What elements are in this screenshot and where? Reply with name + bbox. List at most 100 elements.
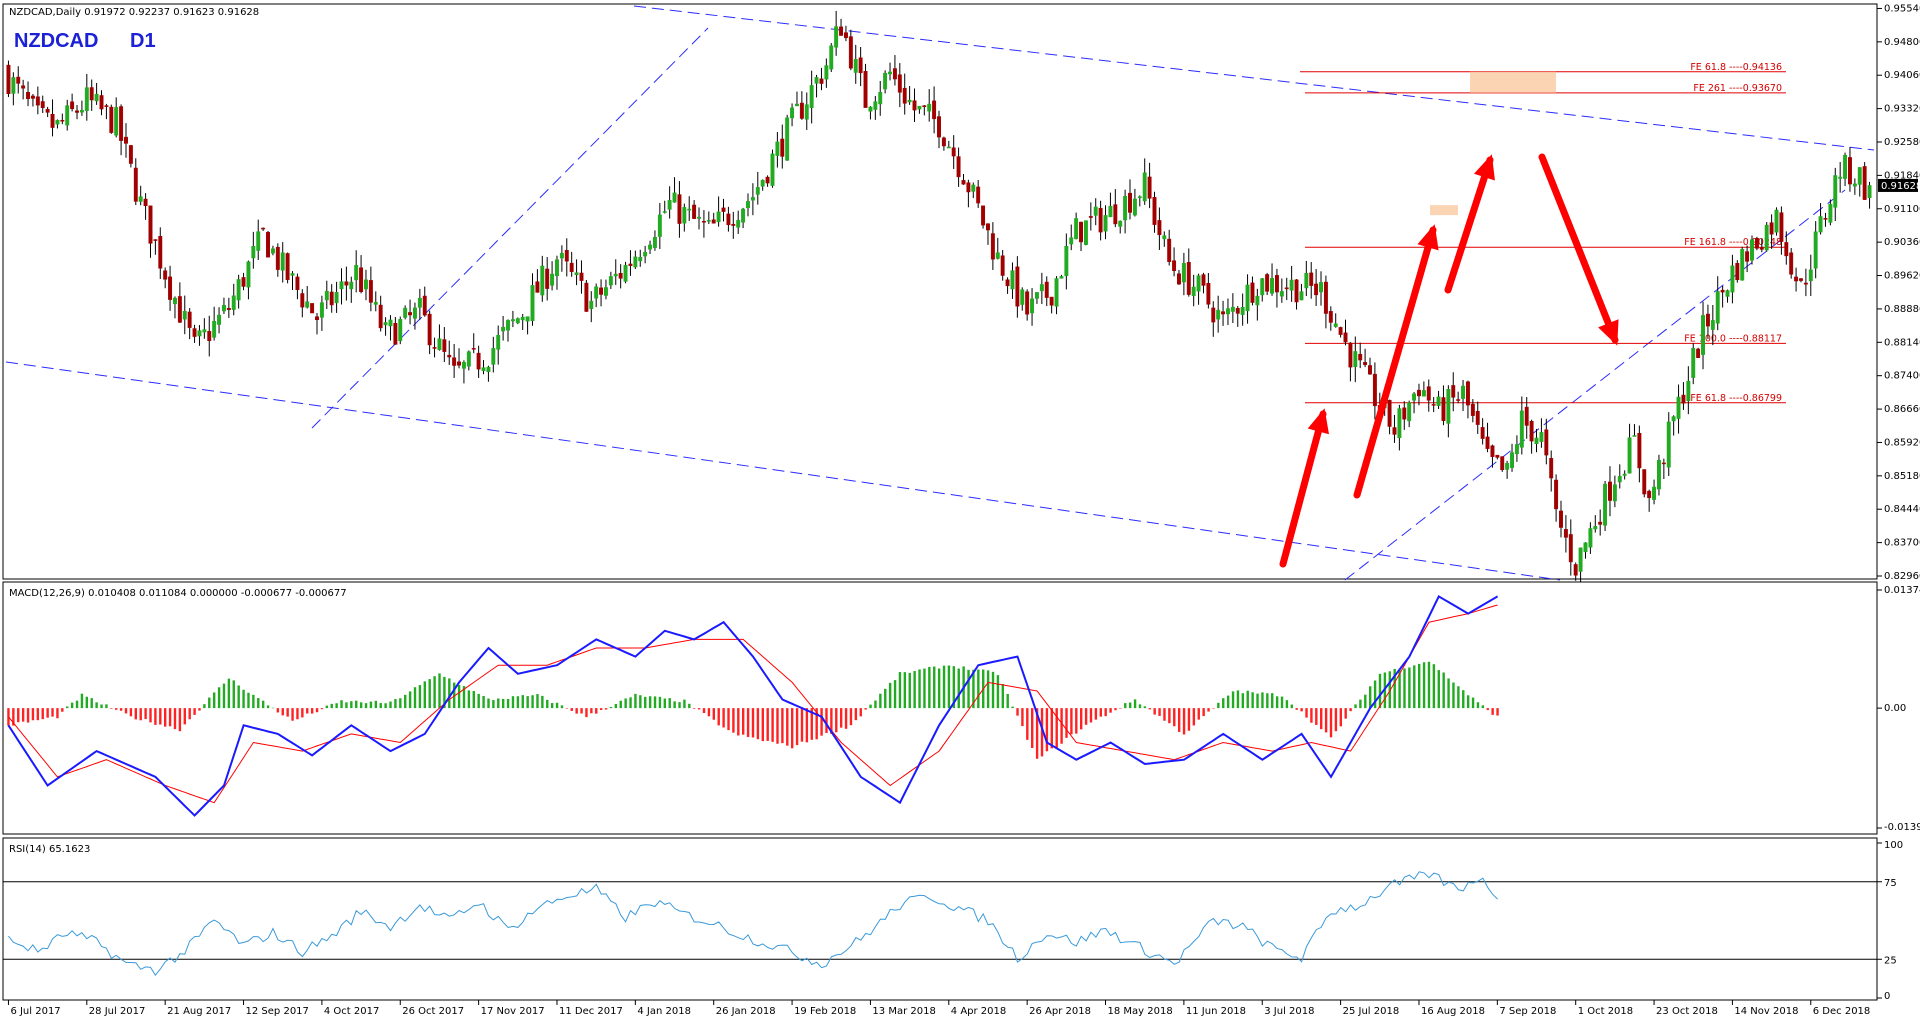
candle xyxy=(1588,522,1593,554)
time-tick-label: 14 Nov 2018 xyxy=(1734,1006,1798,1017)
fib-level-label: FE 261 ----0.93670 xyxy=(1693,83,1782,94)
macd-bar xyxy=(227,678,231,709)
macd-bar xyxy=(100,704,103,709)
macd-bar xyxy=(1236,690,1240,709)
rsi-tick-label: 100 xyxy=(1884,840,1903,851)
timeframe-label: D1 xyxy=(130,30,156,52)
candle xyxy=(1828,199,1833,226)
candle xyxy=(652,230,657,251)
macd-pane: MACD(12,26,9) 0.010408 0.011084 0.000000… xyxy=(2,581,1878,835)
candle xyxy=(21,79,26,100)
macd-bar xyxy=(575,708,578,714)
candle xyxy=(373,291,378,312)
macd-bar xyxy=(1457,686,1460,709)
candle xyxy=(946,140,951,149)
macd-bar xyxy=(1222,698,1225,709)
macd-bar xyxy=(1320,708,1323,730)
fib-level: FE 100.0 ----0.88117 xyxy=(1305,333,1786,344)
macd-bar xyxy=(443,676,446,709)
candle xyxy=(1867,181,1872,209)
candle xyxy=(1818,203,1823,235)
macd-bar xyxy=(546,699,549,709)
candle xyxy=(1490,444,1495,468)
macd-bar xyxy=(139,708,142,721)
macd-bar xyxy=(369,701,373,709)
time-tick-label: 13 Mar 2018 xyxy=(872,1006,935,1017)
macd-bar xyxy=(1256,693,1259,709)
candle xyxy=(1074,212,1079,240)
candle xyxy=(1598,509,1603,536)
candle xyxy=(843,25,848,42)
macd-bar xyxy=(1084,708,1088,725)
candle xyxy=(192,324,197,343)
candle xyxy=(1255,288,1260,321)
candle xyxy=(1225,298,1230,326)
macd-bar xyxy=(110,708,113,709)
candle xyxy=(1196,273,1201,305)
time-tick-label: 17 Nov 2017 xyxy=(481,1006,545,1017)
candle xyxy=(168,265,173,311)
candle xyxy=(1319,271,1323,306)
macd-bar xyxy=(1403,668,1406,709)
candle xyxy=(119,104,124,156)
candle xyxy=(315,312,319,335)
candle xyxy=(84,74,89,121)
macd-bar xyxy=(1168,708,1171,724)
candle xyxy=(217,307,222,334)
candle xyxy=(75,105,79,120)
macd-bar xyxy=(884,688,887,709)
time-tick-label: 19 Feb 2018 xyxy=(794,1006,856,1017)
macd-bar xyxy=(1011,706,1014,709)
candle xyxy=(368,266,373,312)
macd-bar xyxy=(585,708,588,718)
macd-bar xyxy=(1452,682,1455,709)
fib-level-label: FE 161.8 ----0.90248 xyxy=(1684,237,1782,248)
macd-bar xyxy=(1065,708,1068,738)
candle xyxy=(1034,292,1039,304)
time-tick-label: 25 Jul 2018 xyxy=(1343,1006,1400,1017)
macd-bar xyxy=(212,692,216,709)
macd-bar xyxy=(634,693,637,709)
candle xyxy=(1338,326,1343,338)
macd-bar xyxy=(325,705,329,709)
candle xyxy=(1514,435,1519,462)
candle xyxy=(692,200,697,220)
candle xyxy=(1167,229,1172,266)
macd-bar xyxy=(1079,708,1083,730)
candle xyxy=(589,291,594,323)
rsi-header: RSI(14) 65.1623 xyxy=(9,844,90,855)
candle xyxy=(1691,343,1696,385)
candle xyxy=(1402,401,1407,430)
candle xyxy=(1446,385,1451,438)
macd-bar xyxy=(501,698,505,709)
macd-bar xyxy=(967,669,970,709)
candle xyxy=(892,55,897,86)
macd-bar xyxy=(839,708,843,728)
macd-bar xyxy=(693,708,696,709)
candle xyxy=(359,255,364,294)
macd-bar xyxy=(1310,708,1313,723)
candle xyxy=(148,205,153,258)
candle xyxy=(726,206,731,232)
candle xyxy=(819,67,824,91)
candle xyxy=(1363,348,1368,368)
macd-bar xyxy=(717,708,720,726)
macd-bar xyxy=(1305,708,1308,718)
macd-bar xyxy=(183,708,186,725)
candle xyxy=(270,245,275,256)
candle xyxy=(1128,179,1132,220)
macd-bar xyxy=(1138,704,1142,709)
candle xyxy=(1529,419,1534,454)
time-tick-label: 28 Jul 2017 xyxy=(89,1006,146,1017)
macd-bar xyxy=(472,690,475,709)
candle xyxy=(677,181,682,238)
macd-bar xyxy=(399,698,402,709)
candle xyxy=(1563,515,1568,553)
macd-bar xyxy=(178,708,182,732)
macd-bar xyxy=(301,708,304,718)
macd-bar xyxy=(648,696,652,709)
candle xyxy=(1005,277,1010,294)
